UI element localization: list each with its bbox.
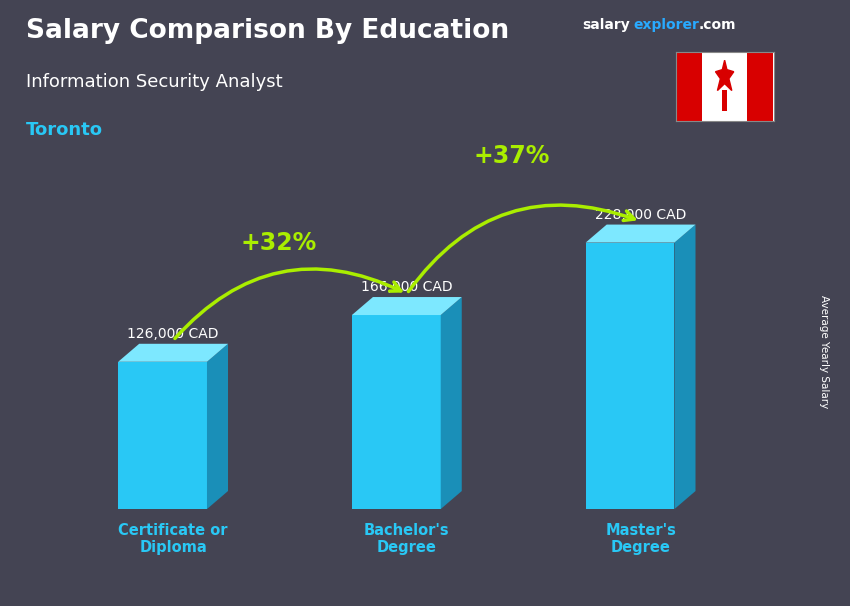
Bar <box>747 52 774 121</box>
Bar <box>586 242 675 509</box>
Text: Average Yearly Salary: Average Yearly Salary <box>819 295 829 408</box>
Polygon shape <box>352 297 462 315</box>
Text: Toronto: Toronto <box>26 121 103 139</box>
Polygon shape <box>586 225 695 242</box>
Polygon shape <box>440 297 462 509</box>
Polygon shape <box>118 344 228 362</box>
Bar <box>352 315 440 509</box>
Text: .com: .com <box>699 18 736 32</box>
Text: explorer: explorer <box>633 18 699 32</box>
Text: +37%: +37% <box>473 144 550 168</box>
Text: 228,000 CAD: 228,000 CAD <box>595 208 686 222</box>
Polygon shape <box>674 225 695 509</box>
Polygon shape <box>716 60 734 90</box>
Bar <box>722 90 727 111</box>
Text: +32%: +32% <box>241 231 316 255</box>
Text: 166,000 CAD: 166,000 CAD <box>361 281 453 295</box>
Bar <box>118 362 207 509</box>
Text: Salary Comparison By Education: Salary Comparison By Education <box>26 18 508 44</box>
Bar <box>702 52 747 121</box>
Text: Information Security Analyst: Information Security Analyst <box>26 73 282 91</box>
Text: salary: salary <box>582 18 630 32</box>
Bar <box>676 52 702 121</box>
Text: 126,000 CAD: 126,000 CAD <box>128 327 218 341</box>
Polygon shape <box>207 344 228 509</box>
